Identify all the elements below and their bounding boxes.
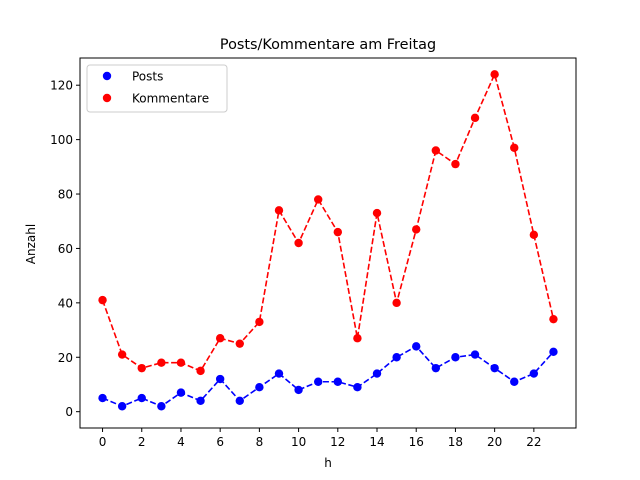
data-point-posts (392, 353, 401, 362)
data-point-posts (314, 377, 323, 386)
x-tick-label: 22 (526, 435, 541, 449)
data-point-kommentare (529, 230, 539, 240)
data-point-kommentare (392, 298, 401, 308)
legend-marker-kommentare (102, 93, 112, 103)
data-point-kommentare (431, 146, 441, 155)
data-point-posts (451, 353, 460, 362)
data-point-kommentare (372, 208, 382, 218)
data-point-kommentare (412, 225, 421, 234)
y-tick-label: 60 (58, 242, 73, 256)
data-point-kommentare (333, 227, 342, 237)
data-point-kommentare (451, 159, 460, 169)
data-point-posts (353, 382, 362, 392)
legend-marker-posts (102, 71, 112, 81)
data-point-posts (98, 393, 107, 403)
data-point-posts (176, 388, 186, 397)
data-point-kommentare (98, 295, 107, 305)
x-tick-label: 0 (99, 435, 107, 449)
data-point-kommentare (157, 358, 166, 367)
data-point-kommentare (176, 358, 186, 367)
data-point-kommentare (215, 334, 225, 343)
x-tick-label: 8 (256, 435, 264, 449)
data-point-posts (274, 369, 284, 378)
data-point-kommentare (235, 339, 244, 348)
x-tick-label: 10 (291, 435, 306, 449)
x-tick-label: 12 (330, 435, 345, 449)
y-tick-label: 80 (58, 188, 73, 202)
legend: Posts Kommentare (86, 64, 228, 113)
x-tick-label: 2 (138, 435, 146, 449)
data-point-kommentare (274, 206, 284, 215)
legend-label-kommentare: Kommentare (132, 92, 209, 106)
x-tick-label: 16 (409, 435, 424, 449)
data-point-posts (529, 369, 539, 378)
chart-title: Posts/Kommentare am Freitag (220, 37, 436, 53)
data-point-kommentare (196, 366, 205, 376)
data-point-posts (510, 377, 519, 386)
x-tick-label: 14 (369, 435, 384, 449)
data-point-kommentare (294, 238, 303, 248)
data-point-posts (333, 377, 342, 386)
x-tick-label: 18 (448, 435, 463, 449)
y-tick-label: 0 (65, 405, 73, 419)
series-line-kommentare (101, 71, 555, 372)
data-point-kommentare (490, 70, 499, 79)
plot-area (79, 57, 577, 429)
y-tick-label: 100 (50, 133, 73, 147)
data-point-posts (294, 385, 303, 395)
y-tick-label: 20 (58, 351, 73, 365)
data-point-kommentare (510, 143, 519, 152)
data-point-kommentare (314, 195, 323, 204)
x-axis: 0 2 4 6 8 10 12 14 16 18 20 22 (99, 428, 541, 449)
data-point-kommentare (470, 113, 480, 123)
legend-label-posts: Posts (132, 70, 163, 84)
data-point-kommentare (137, 363, 146, 373)
data-point-posts (372, 369, 382, 378)
plot-frame (79, 57, 577, 429)
x-tick-label: 6 (216, 435, 224, 449)
legend-box (86, 64, 228, 113)
data-point-kommentare (117, 350, 127, 359)
data-point-posts (235, 396, 244, 405)
data-point-kommentare (549, 314, 558, 324)
y-tick-label: 40 (58, 296, 73, 310)
data-point-posts (412, 342, 421, 351)
data-point-posts (137, 393, 146, 403)
data-point-posts (470, 350, 480, 359)
x-tick-label: 20 (487, 435, 502, 449)
y-axis: 0 20 40 60 80 100 120 (50, 79, 80, 419)
data-point-posts (157, 402, 166, 411)
y-axis-label: Anzahl (24, 224, 38, 264)
data-point-posts (196, 396, 205, 405)
x-axis-label: h (324, 456, 332, 470)
data-point-posts (255, 382, 264, 392)
data-point-posts (215, 374, 225, 384)
y-tick-label: 120 (50, 79, 73, 93)
data-point-kommentare (353, 334, 362, 343)
data-point-posts (117, 402, 127, 411)
data-point-posts (549, 347, 558, 357)
series-line-posts (102, 345, 555, 408)
data-point-posts (431, 363, 441, 373)
data-point-kommentare (255, 317, 264, 327)
x-tick-label: 4 (177, 435, 185, 449)
data-point-posts (490, 363, 499, 373)
